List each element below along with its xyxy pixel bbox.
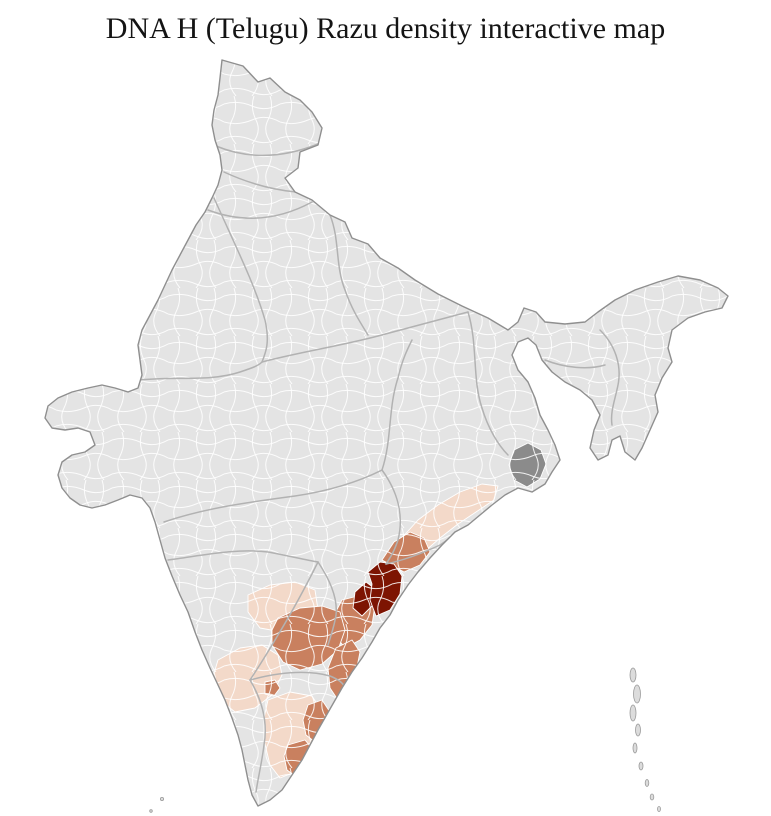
- state-borders: [139, 143, 620, 793]
- india-outline: [44, 59, 729, 807]
- lakshadweep-islands[interactable]: [149, 797, 164, 813]
- andaman-nicobar-islands[interactable]: [629, 667, 661, 812]
- density-region-high-visakhapatnam[interactable]: [367, 561, 403, 617]
